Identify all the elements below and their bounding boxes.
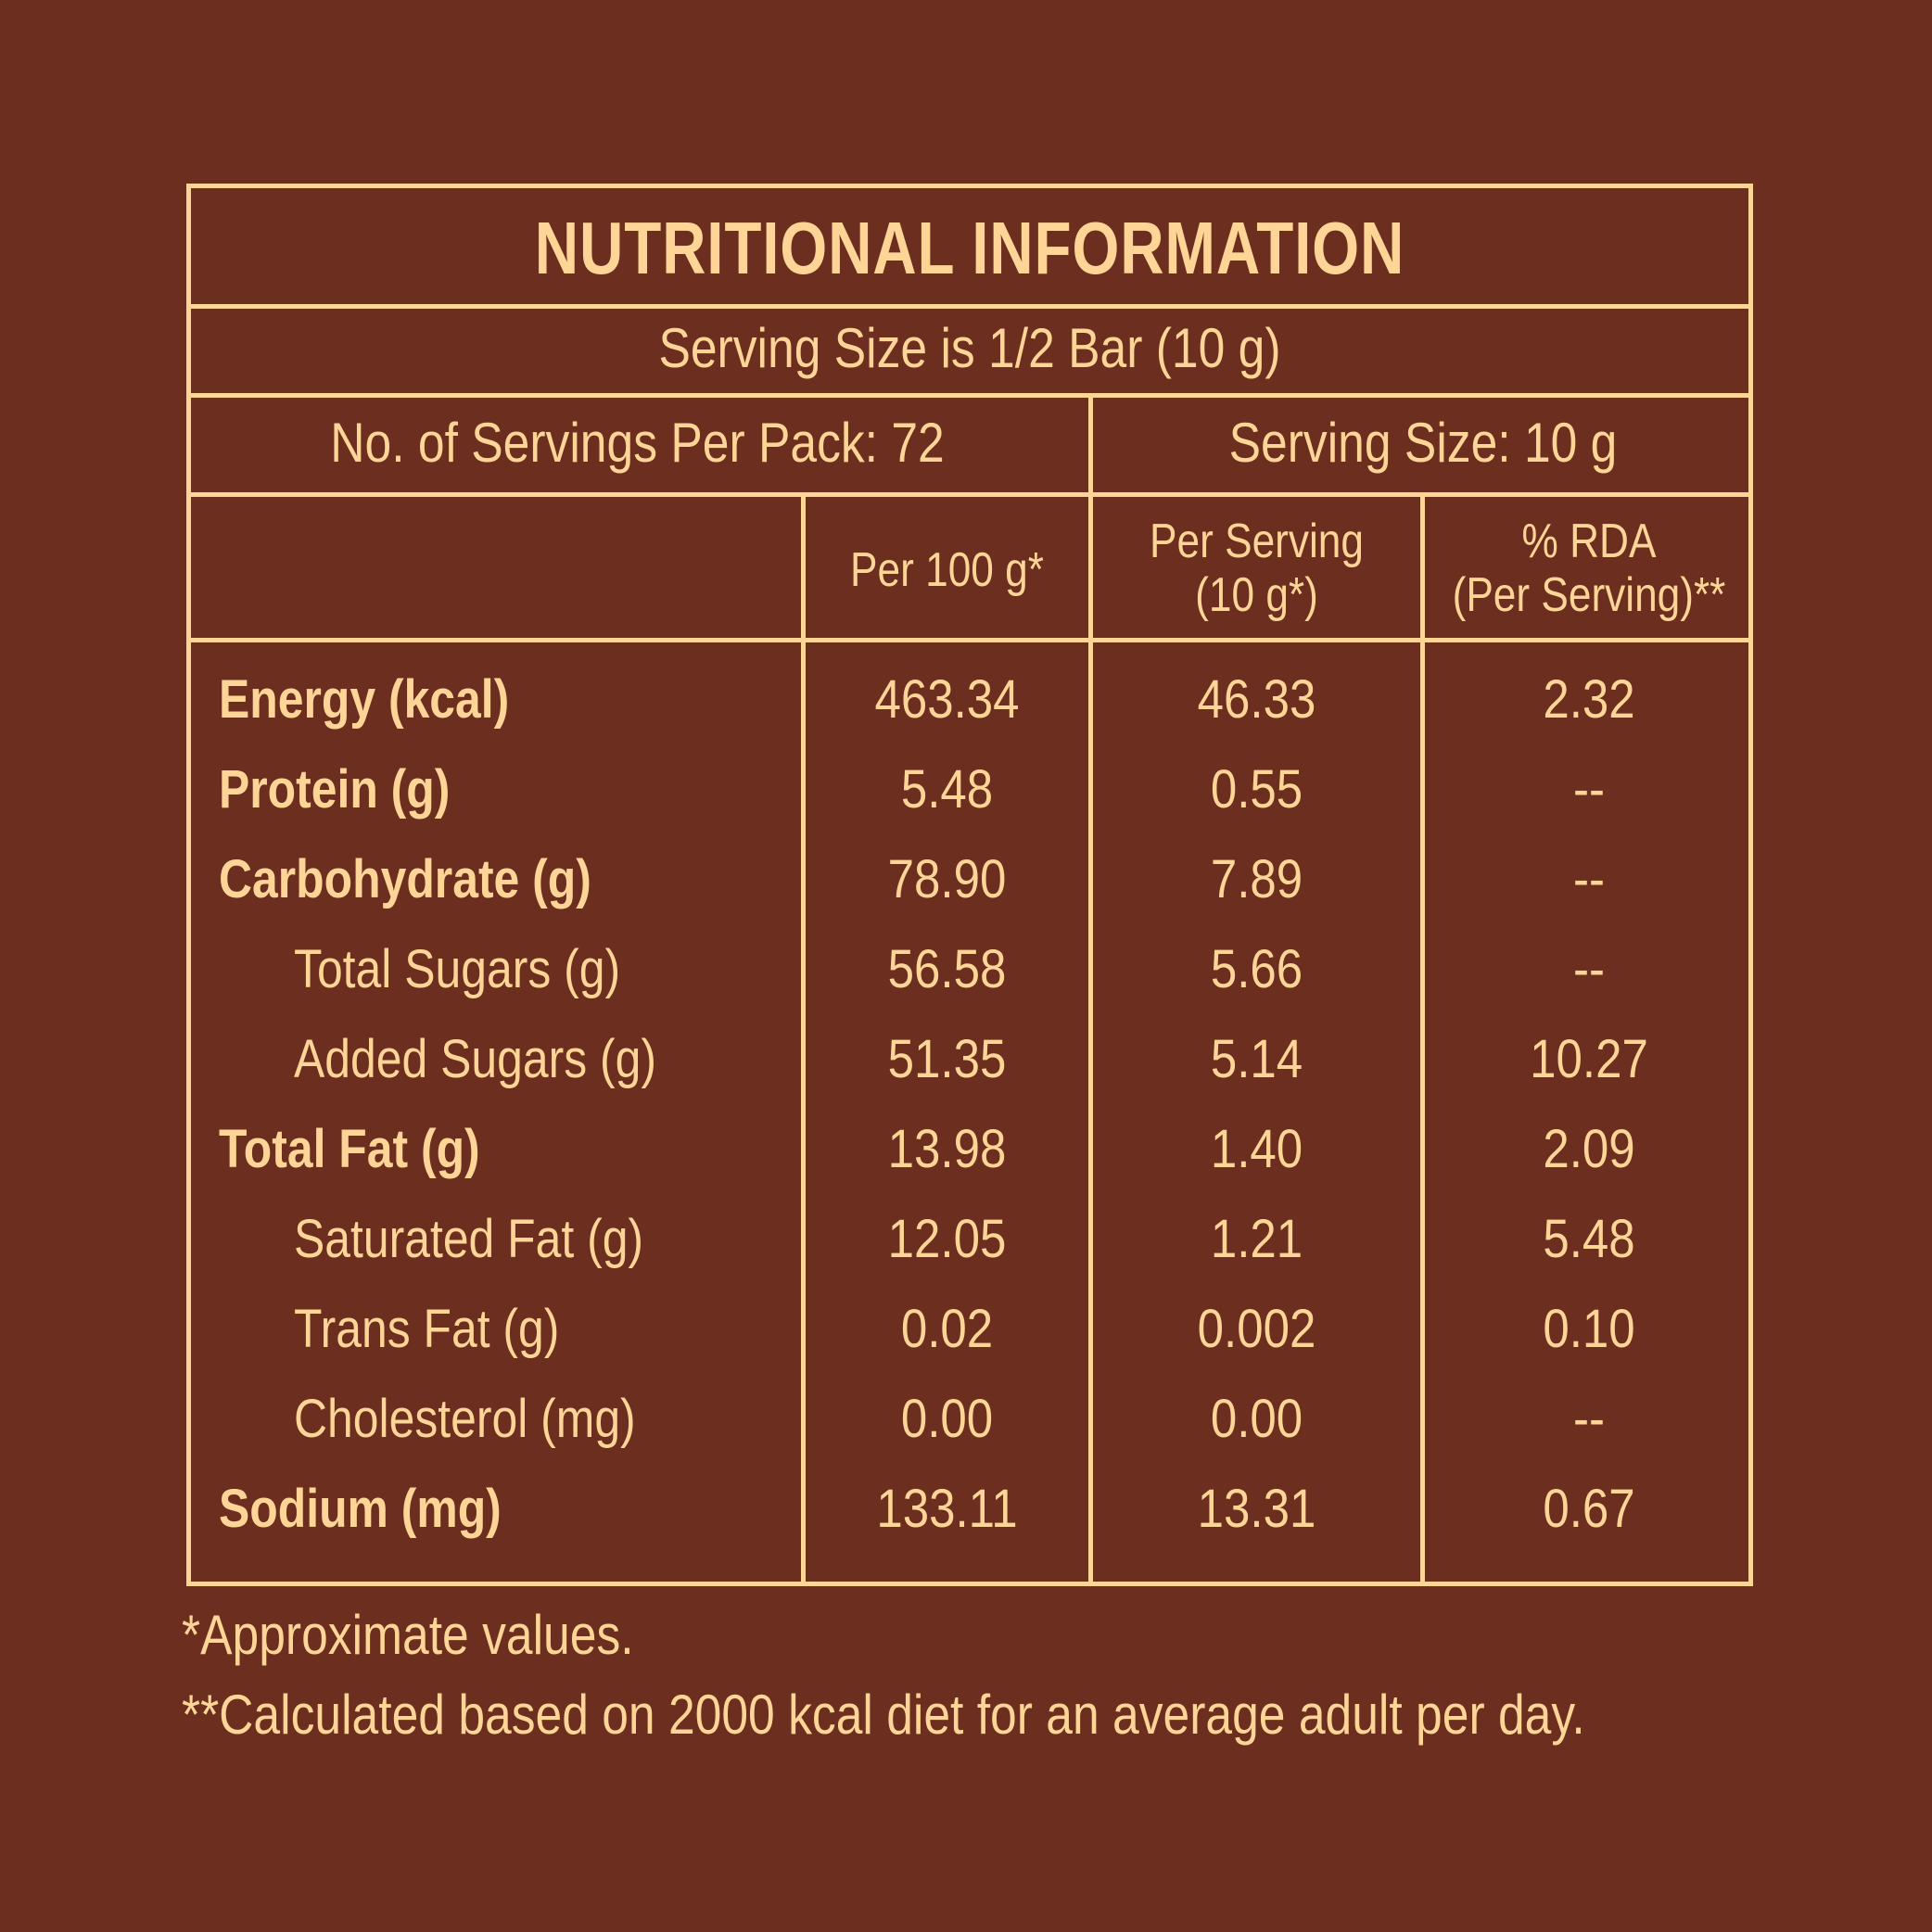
column-divider-3 (1420, 492, 1425, 1586)
cell-serving-saturated-fat: 1.21 (1210, 1209, 1303, 1269)
cell-rda-trans-fat: 0.10 (1543, 1299, 1635, 1359)
footnote-rda-basis: **Calculated based on 2000 kcal diet for… (182, 1684, 1585, 1746)
cell-serving-carbohydrate: 7.89 (1210, 849, 1303, 909)
row-label-cholesterol: Cholesterol (mg) (294, 1389, 636, 1449)
servings-row-divider (186, 492, 1753, 497)
title-divider (186, 304, 1753, 309)
cell-per100-carbohydrate: 78.90 (887, 849, 1007, 909)
cell-rda-saturated-fat: 5.48 (1543, 1209, 1635, 1269)
cell-per100-saturated-fat: 12.05 (887, 1209, 1007, 1269)
cell-per100-cholesterol: 0.00 (900, 1389, 994, 1449)
row-label-added-sugars: Added Sugars (g) (294, 1029, 656, 1089)
cell-rda-carbohydrate: -- (1572, 849, 1605, 909)
cell-rda-total-fat: 2.09 (1543, 1119, 1635, 1179)
cell-serving-added-sugars: 5.14 (1210, 1029, 1303, 1089)
cell-per100-trans-fat: 0.02 (900, 1299, 994, 1359)
servings-split-divider (1088, 393, 1093, 497)
column-divider-1 (801, 492, 806, 1586)
row-label-saturated-fat: Saturated Fat (g) (294, 1209, 644, 1269)
row-label-energy: Energy (kcal) (219, 669, 510, 730)
table-title: NUTRITIONAL INFORMATION (534, 207, 1405, 289)
row-label-trans-fat: Trans Fat (g) (294, 1299, 560, 1359)
cell-per100-added-sugars: 51.35 (887, 1029, 1007, 1089)
cell-rda-protein: -- (1572, 759, 1605, 820)
row-label-carbohydrate: Carbohydrate (g) (219, 849, 591, 909)
column-header-rda-line1: % RDA (1521, 515, 1657, 568)
cell-per100-total-sugars: 56.58 (887, 939, 1007, 999)
cell-serving-trans-fat: 0.002 (1197, 1299, 1316, 1359)
cell-serving-cholesterol: 0.00 (1210, 1389, 1303, 1449)
cell-per100-sodium: 133.11 (876, 1479, 1018, 1539)
cell-per100-energy: 463.34 (874, 669, 1020, 730)
nutrition-table (186, 184, 1753, 1586)
cell-serving-protein: 0.55 (1210, 759, 1303, 820)
cell-rda-added-sugars: 10.27 (1530, 1029, 1648, 1089)
cell-rda-sodium: 0.67 (1543, 1479, 1635, 1539)
serving-line-divider (186, 393, 1753, 398)
row-label-protein: Protein (g) (219, 759, 451, 820)
column-divider-2 (1088, 492, 1093, 1586)
row-label-total-fat: Total Fat (g) (219, 1119, 480, 1179)
cell-per100-total-fat: 13.98 (887, 1119, 1007, 1179)
footnote-approximate: *Approximate values. (182, 1604, 634, 1666)
column-header-per-serving-line1: Per Serving (1150, 515, 1364, 568)
cell-rda-energy: 2.32 (1543, 669, 1635, 730)
cell-serving-sodium: 13.31 (1197, 1479, 1316, 1539)
serving-size-line: Serving Size is 1/2 Bar (10 g) (658, 317, 1281, 379)
cell-per100-protein: 5.48 (900, 759, 994, 820)
cell-serving-total-sugars: 5.66 (1210, 939, 1303, 999)
row-label-total-sugars: Total Sugars (g) (294, 939, 621, 999)
cell-serving-total-fat: 1.40 (1210, 1119, 1303, 1179)
servings-per-pack: No. of Servings Per Pack: 72 (330, 412, 945, 474)
column-header-per-100g: Per 100 g* (850, 543, 1044, 597)
serving-size: Serving Size: 10 g (1228, 412, 1618, 474)
row-label-sodium: Sodium (mg) (219, 1479, 502, 1539)
column-header-divider (186, 638, 1753, 642)
cell-rda-total-sugars: -- (1572, 939, 1605, 999)
column-header-per-serving-line2: (10 g*) (1195, 568, 1318, 622)
cell-serving-energy: 46.33 (1197, 669, 1316, 730)
cell-rda-cholesterol: -- (1572, 1389, 1605, 1449)
column-header-rda-line2: (Per Serving)** (1452, 568, 1726, 622)
